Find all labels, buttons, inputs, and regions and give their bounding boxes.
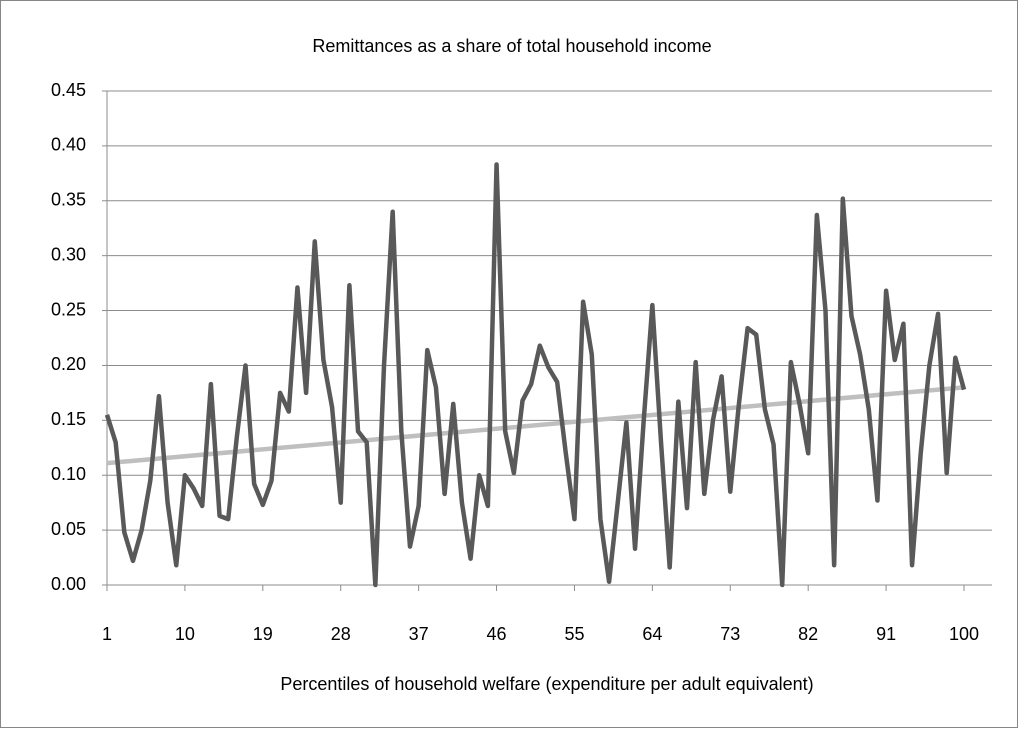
y-tick-label: 0.25 [51, 299, 86, 319]
x-tick-label: 37 [409, 624, 429, 644]
x-tick-label: 19 [253, 624, 273, 644]
x-axis-title: Percentiles of household welfare (expend… [280, 674, 813, 694]
x-tick-label: 46 [487, 624, 507, 644]
y-tick-label: 0.30 [51, 244, 86, 264]
x-tick-label: 28 [331, 624, 351, 644]
x-tick-label: 82 [798, 624, 818, 644]
y-tick-label: 0.05 [51, 519, 86, 539]
chart-title: Remittances as a share of total househol… [312, 36, 711, 56]
y-tick-label: 0.45 [51, 80, 86, 100]
y-tick-label: 0.00 [51, 574, 86, 594]
x-tick-label: 1 [102, 624, 112, 644]
y-tick-label: 0.20 [51, 354, 86, 374]
x-tick-label: 100 [949, 624, 979, 644]
x-tick-label: 64 [642, 624, 662, 644]
data-line [104, 162, 967, 588]
x-tick-label: 91 [876, 624, 896, 644]
x-tick-label: 55 [564, 624, 584, 644]
y-tick-label: 0.40 [51, 135, 86, 155]
y-tick-label: 0.10 [51, 464, 86, 484]
x-tick-label: 10 [175, 624, 195, 644]
x-tick-label: 73 [720, 624, 740, 644]
y-tick-label: 0.15 [51, 409, 86, 429]
y-tick-label: 0.35 [51, 190, 86, 210]
